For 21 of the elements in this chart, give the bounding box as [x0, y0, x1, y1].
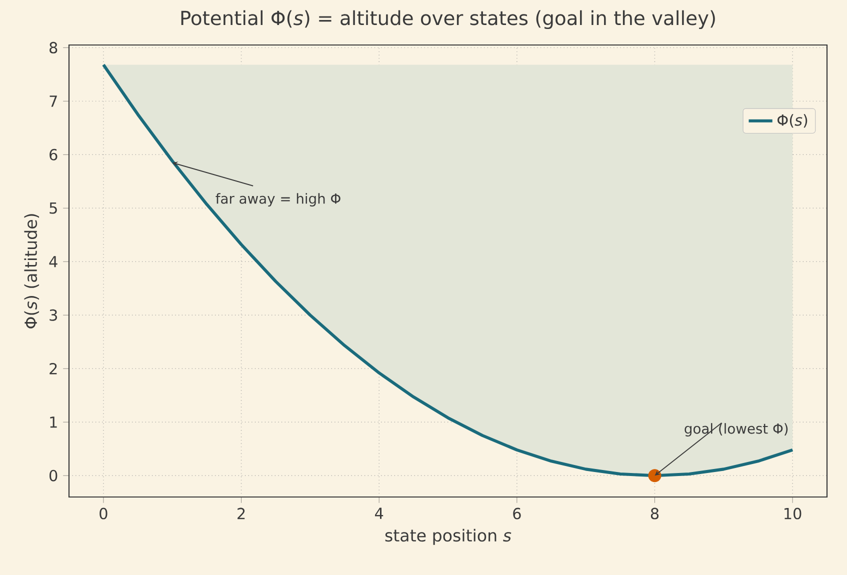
x-tick-label: 0: [100, 508, 108, 520]
x-tick-label: 10: [784, 508, 802, 520]
legend-label: Φ(s): [778, 114, 808, 128]
x-tick-label: 2: [238, 508, 245, 520]
y-tick-label: 1: [50, 416, 57, 428]
y-tick-label: 7: [50, 96, 57, 107]
y-tick-label: 2: [50, 362, 57, 374]
y-tick-label: 6: [50, 148, 58, 160]
x-tick-label: 8: [650, 508, 659, 520]
x-axis-title: state position s: [385, 528, 512, 545]
y-tick-label: 4: [49, 256, 58, 268]
x-tick-label: 6: [513, 508, 521, 520]
y-tick-label: 0: [50, 470, 58, 482]
y-tick-label: 5: [50, 202, 57, 214]
x-tick-label: 4: [374, 508, 384, 519]
chart-title: Potential Φ(s) = altitude over states (goal in the valley): [181, 10, 715, 30]
y-tick-label: 3: [50, 309, 57, 321]
y-tick-label: 8: [50, 42, 58, 54]
annotation: far away = high Φ: [216, 193, 340, 206]
annotation: goal (lowest Φ): [684, 423, 788, 437]
y-axis-title: Φ(s) (altitude): [24, 214, 40, 328]
